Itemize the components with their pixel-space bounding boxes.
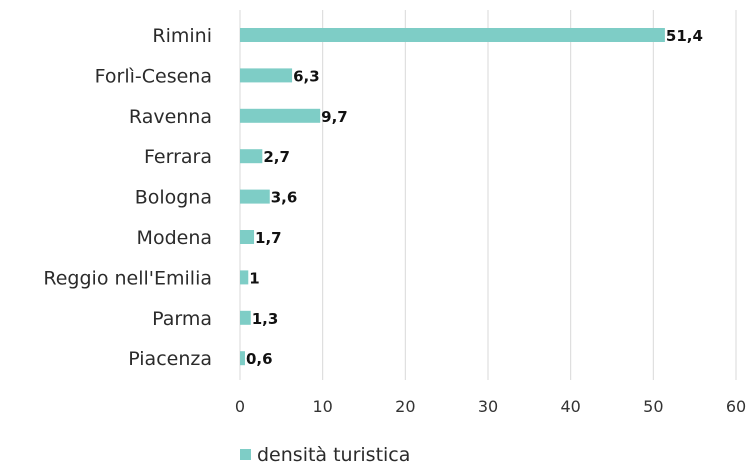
x-tick-label-50: 50 [643,397,663,416]
category-label-6: Reggio nell'Emilia [43,267,212,289]
x-tick-label-10: 10 [312,397,332,416]
category-label-2: Ravenna [129,106,212,128]
data-label-2: 9,7 [321,108,348,126]
bar-5 [240,230,255,244]
category-label-7: Parma [152,308,212,330]
category-label-1: Forlì-Cesena [95,65,212,87]
data-labels: 51,4 6,3 9,7 2,7 3,6 1,7 1 1,3 0,6 [246,27,703,368]
category-label-8: Piacenza [128,348,212,370]
legend-swatch [240,449,251,460]
category-label-4: Bologna [135,187,212,209]
bar-4 [240,189,270,204]
data-label-0: 51,4 [666,27,703,45]
bar-8 [240,351,245,366]
legend-label: densità turistica [257,444,410,465]
bar-1 [240,68,293,83]
x-tick-label-20: 20 [395,397,415,416]
category-labels: Rimini Forlì-Cesena Ravenna Ferrara Bologna M… [43,25,212,370]
x-tick-label-0: 0 [235,397,245,416]
bar-6 [240,270,249,285]
bars [240,28,665,366]
data-label-7: 1,3 [252,310,279,328]
x-tick-label-60: 60 [726,397,746,416]
gridlines [239,10,737,380]
data-label-5: 1,7 [255,229,282,247]
category-label-5: Modena [137,227,212,249]
category-label-3: Ferrara [144,146,212,168]
x-axis-tick-labels: 0 10 20 30 40 50 60 [235,397,746,416]
category-label-0: Rimini [152,25,212,47]
x-tick-label-30: 30 [478,397,498,416]
data-label-6: 1 [249,269,259,287]
x-tick-label-40: 40 [560,397,580,416]
data-label-1: 6,3 [293,67,320,85]
bar-0 [240,28,665,42]
bar-3 [240,149,263,164]
bar-2 [240,108,321,123]
data-label-3: 2,7 [263,148,290,166]
data-label-4: 3,6 [271,189,298,207]
data-label-8: 0,6 [246,350,273,368]
legend: densità turistica [240,444,410,465]
bar-7 [240,310,251,325]
